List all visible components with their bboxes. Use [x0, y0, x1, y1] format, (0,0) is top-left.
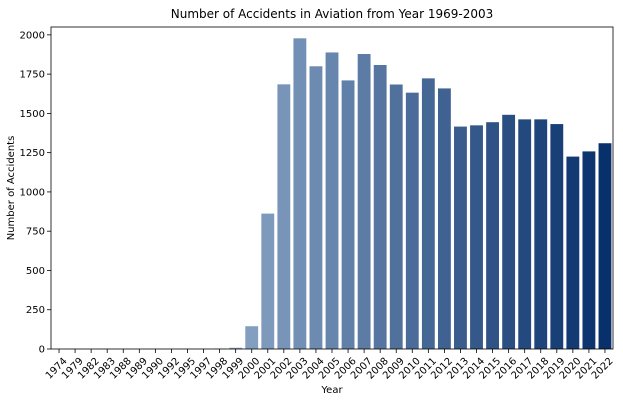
y-tick-label: 1250	[20, 148, 45, 159]
bar-2011	[421, 78, 435, 350]
bar-2012	[437, 88, 451, 350]
bar-2009	[389, 84, 403, 350]
x-axis-label: Year	[320, 385, 343, 396]
bar-2022	[598, 143, 612, 349]
bar-2003	[293, 38, 307, 350]
y-tick-label: 250	[26, 305, 45, 316]
y-tick-label: 1750	[20, 70, 45, 81]
bar-2017	[518, 119, 532, 349]
bar-2018	[534, 119, 548, 349]
y-tick-label: 2000	[20, 30, 45, 41]
chart-title: Number of Accidents in Aviation from Yea…	[171, 7, 494, 21]
bar-2014	[470, 125, 483, 349]
bar-2000	[245, 326, 259, 349]
y-tick-label: 750	[26, 227, 45, 238]
bar-2001	[261, 213, 275, 349]
y-tick-label: 500	[26, 266, 45, 277]
bar-2015	[486, 122, 499, 349]
y-tick-label: 1000	[20, 187, 45, 198]
y-tick-label: 0	[39, 345, 45, 356]
bar-2006	[341, 80, 355, 350]
bar-2004	[309, 66, 323, 350]
bar-2021	[582, 151, 596, 349]
bar-2002	[277, 84, 291, 349]
bar-2013	[454, 126, 467, 349]
bar-2005	[325, 52, 339, 349]
bar-2020	[566, 156, 580, 349]
y-tick-label: 1500	[20, 109, 45, 120]
y-axis-label: Number of Accidents	[6, 136, 17, 241]
bar-2019	[550, 124, 564, 349]
plot-area: 0250500750100012501500175020001974197919…	[20, 26, 616, 382]
bar-1999	[229, 347, 243, 349]
bar-2007	[357, 54, 371, 350]
bar-2016	[502, 114, 516, 349]
bar-2010	[405, 92, 419, 349]
bar-2008	[373, 65, 387, 349]
